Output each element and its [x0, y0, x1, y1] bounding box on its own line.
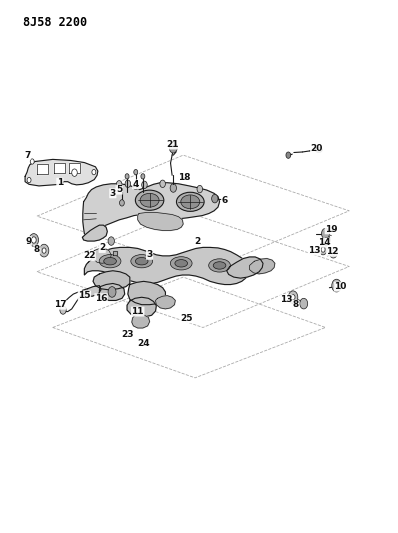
Circle shape: [31, 237, 36, 243]
Circle shape: [324, 237, 328, 243]
Text: 6: 6: [222, 196, 228, 205]
Text: 8J58 2200: 8J58 2200: [23, 16, 87, 29]
Text: 13: 13: [280, 295, 292, 304]
Text: 18: 18: [178, 173, 190, 182]
Circle shape: [27, 177, 31, 183]
Text: 21: 21: [166, 140, 178, 149]
Polygon shape: [132, 314, 150, 328]
Circle shape: [319, 244, 327, 255]
Text: 24: 24: [137, 339, 150, 348]
Circle shape: [30, 159, 34, 164]
Circle shape: [108, 237, 114, 245]
Circle shape: [291, 295, 295, 300]
Circle shape: [170, 184, 176, 192]
Polygon shape: [127, 297, 156, 317]
Circle shape: [39, 244, 49, 257]
Polygon shape: [84, 247, 250, 285]
Polygon shape: [138, 213, 183, 230]
Circle shape: [42, 248, 46, 253]
Circle shape: [125, 174, 129, 179]
Circle shape: [300, 298, 308, 309]
Circle shape: [133, 182, 139, 190]
Polygon shape: [92, 248, 111, 263]
Text: 2: 2: [194, 237, 200, 246]
Polygon shape: [93, 271, 130, 290]
Text: 2: 2: [99, 244, 105, 253]
Text: 5: 5: [116, 185, 122, 194]
Ellipse shape: [104, 257, 116, 265]
Text: 13: 13: [308, 246, 321, 255]
Circle shape: [288, 291, 298, 304]
Text: 3: 3: [110, 189, 116, 198]
Circle shape: [330, 247, 338, 258]
Ellipse shape: [135, 190, 164, 211]
Circle shape: [212, 195, 218, 203]
Text: 17: 17: [54, 300, 66, 309]
Circle shape: [332, 279, 341, 292]
Polygon shape: [69, 163, 80, 173]
Polygon shape: [128, 281, 166, 305]
Text: 10: 10: [334, 282, 347, 291]
Text: 1: 1: [57, 178, 63, 187]
Circle shape: [197, 185, 203, 193]
Circle shape: [141, 174, 145, 179]
Polygon shape: [54, 163, 64, 173]
Circle shape: [335, 283, 339, 288]
Circle shape: [29, 233, 39, 246]
Polygon shape: [250, 259, 275, 274]
Circle shape: [134, 169, 138, 175]
Circle shape: [108, 287, 116, 297]
Text: 3: 3: [146, 251, 153, 260]
Circle shape: [72, 169, 77, 176]
Polygon shape: [227, 257, 263, 278]
Ellipse shape: [176, 192, 204, 212]
Circle shape: [322, 228, 330, 239]
Ellipse shape: [135, 257, 148, 265]
Text: 11: 11: [131, 307, 144, 316]
Ellipse shape: [175, 260, 187, 267]
Text: 8: 8: [34, 245, 40, 254]
Circle shape: [286, 152, 291, 158]
Polygon shape: [82, 286, 101, 296]
Text: 12: 12: [326, 247, 339, 256]
Text: 23: 23: [122, 330, 134, 339]
Circle shape: [92, 169, 96, 175]
Text: 19: 19: [325, 225, 338, 234]
Polygon shape: [156, 296, 175, 309]
Polygon shape: [100, 284, 125, 301]
Ellipse shape: [99, 255, 121, 268]
Polygon shape: [37, 164, 48, 174]
Ellipse shape: [315, 147, 322, 152]
Polygon shape: [25, 159, 98, 186]
Text: 14: 14: [318, 238, 331, 247]
Polygon shape: [113, 251, 117, 255]
Text: 15: 15: [78, 291, 91, 300]
Text: 25: 25: [180, 314, 193, 323]
Text: 16: 16: [95, 294, 107, 303]
Circle shape: [321, 247, 325, 252]
Circle shape: [125, 180, 131, 188]
Ellipse shape: [181, 195, 200, 209]
Circle shape: [322, 235, 330, 245]
Circle shape: [116, 181, 122, 188]
Text: 20: 20: [310, 144, 323, 154]
Ellipse shape: [213, 262, 226, 269]
Circle shape: [60, 306, 66, 314]
Circle shape: [170, 142, 177, 153]
Text: 8: 8: [293, 300, 299, 309]
Ellipse shape: [170, 257, 192, 270]
Text: 9: 9: [25, 237, 31, 246]
Circle shape: [332, 250, 336, 255]
Circle shape: [160, 180, 166, 188]
Text: 4: 4: [133, 180, 139, 189]
Ellipse shape: [131, 255, 152, 268]
Circle shape: [142, 181, 147, 189]
Text: 7: 7: [24, 151, 30, 160]
Text: 22: 22: [83, 252, 96, 261]
Ellipse shape: [140, 193, 159, 207]
Polygon shape: [82, 225, 107, 241]
Polygon shape: [83, 183, 220, 237]
Circle shape: [119, 200, 124, 206]
Ellipse shape: [209, 259, 230, 272]
